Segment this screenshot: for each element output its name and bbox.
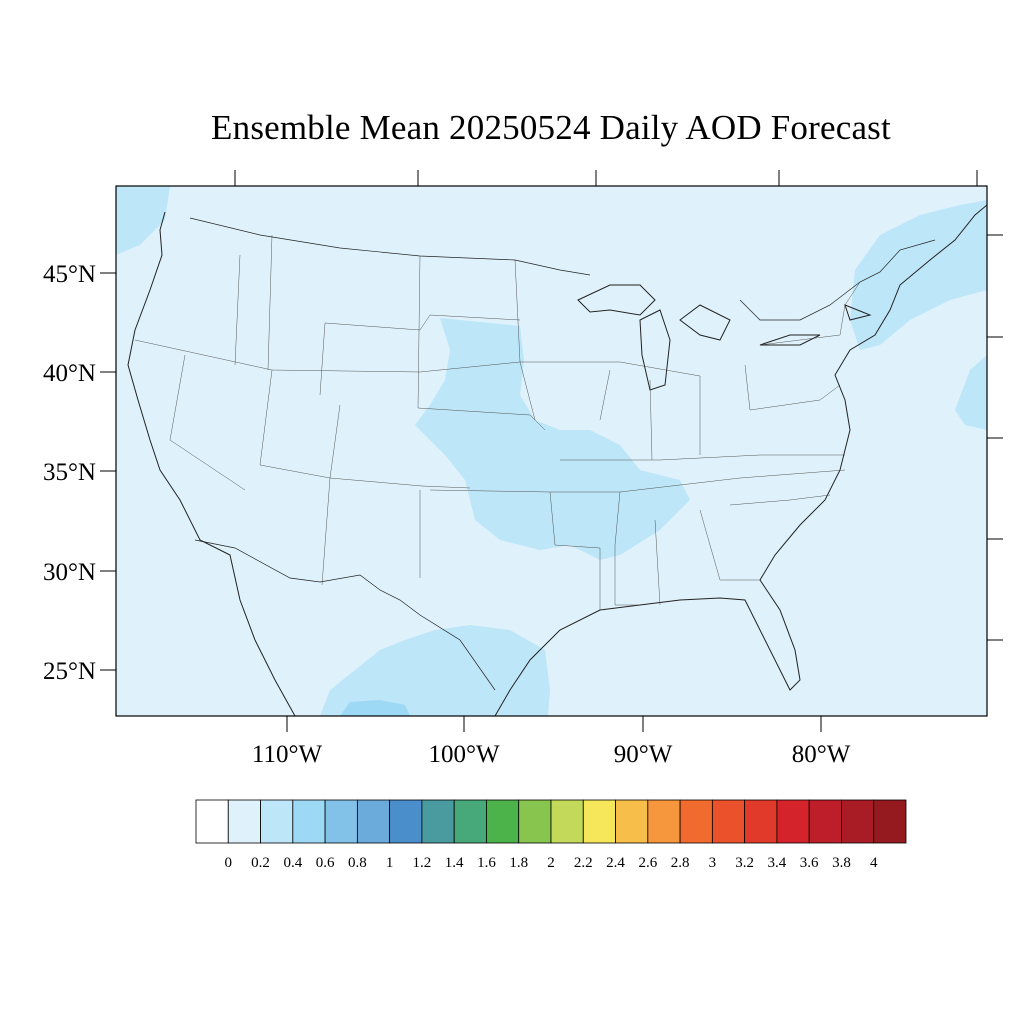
colorbar-swatch	[776, 799, 810, 844]
colorbar-swatch	[679, 799, 713, 844]
colorbar-swatch	[292, 799, 326, 844]
colorbar-label: 2	[547, 855, 555, 871]
colorbar-label: 0.4	[283, 855, 302, 871]
colorbar-swatch	[550, 799, 584, 844]
colorbar-swatch	[195, 799, 229, 844]
map-title: Ensemble Mean 20250524 Daily AOD Forecas…	[211, 108, 891, 147]
aod-region-northeast	[850, 200, 987, 350]
colorbar-label: 0	[225, 855, 233, 871]
colorbar-label: 1.6	[477, 855, 496, 871]
colorbar-label: 0.2	[251, 855, 270, 871]
colorbar-label: 4	[870, 855, 878, 871]
colorbar-label: 2.6	[638, 855, 657, 871]
lat-label: 45°N	[43, 261, 96, 288]
colorbar-swatch	[356, 799, 391, 844]
lat-label: 40°N	[43, 360, 96, 387]
colorbar-swatch	[744, 799, 778, 844]
colorbar-label: 3.6	[800, 855, 819, 871]
aod-region-southwest	[320, 625, 550, 716]
colorbar-swatch	[518, 799, 552, 844]
colorbar-label: 3	[709, 855, 717, 871]
lon-label: 80°W	[792, 741, 851, 768]
colorbar-swatch	[711, 799, 746, 844]
colorbar: 0 0.2 0.4 0.6 0.8 1 1.2 1.4 1.6 1.8 2 2.2 2.4 2.6 2.8 3…	[195, 799, 907, 871]
colorbar-swatch	[615, 799, 649, 844]
colorbar-swatch	[647, 799, 681, 844]
colorbar-label: 0.8	[348, 855, 367, 871]
colorbar-label: 3.8	[832, 855, 851, 871]
colorbar-label: 1.8	[509, 855, 528, 871]
aod-region-plains	[415, 318, 690, 560]
lon-label: 90°W	[614, 741, 673, 768]
colorbar-swatch	[260, 799, 294, 844]
aod-field-layer	[116, 186, 987, 716]
mexico-us-border	[194, 539, 496, 691]
colorbar-swatch	[808, 799, 842, 844]
colorbar-swatch	[324, 799, 358, 844]
colorbar-label: 2.2	[574, 855, 593, 871]
colorbar-swatch	[389, 799, 423, 844]
colorbar-swatch	[873, 799, 907, 844]
lat-labels: 45°N 40°N 35°N 30°N 25°N	[43, 261, 96, 685]
colorbar-label: 1.4	[445, 855, 464, 871]
colorbar-label: 3.4	[768, 855, 787, 871]
map-frame	[115, 185, 988, 717]
colorbar-swatch	[227, 799, 261, 844]
lon-label: 110°W	[252, 741, 323, 768]
lon-label: 100°W	[428, 741, 499, 768]
state-lines	[134, 234, 861, 610]
boundaries-layer	[127, 204, 987, 716]
aod-region-peak	[340, 700, 410, 716]
lon-labels: 110°W 100°W 90°W 80°W	[252, 741, 851, 768]
colorbar-swatch	[841, 799, 875, 844]
aod-region-pacific-nw	[116, 186, 170, 255]
colorbar-label: 1	[386, 855, 394, 871]
aod-region-atlantic	[955, 355, 987, 430]
colorbar-label: 1.2	[413, 855, 432, 871]
colorbar-swatch	[421, 799, 455, 844]
colorbar-label: 2.4	[606, 855, 625, 871]
colorbar-label: 2.8	[671, 855, 690, 871]
colorbar-swatch	[453, 799, 487, 844]
great-lakes	[577, 284, 872, 391]
colorbar-label: 0.6	[316, 855, 335, 871]
colorbar-swatch	[486, 799, 520, 844]
lat-label: 25°N	[43, 658, 96, 685]
colorbar-label: 3.2	[735, 855, 754, 871]
ticks-layer	[100, 170, 1003, 732]
colorbar-swatch	[582, 799, 616, 844]
lat-label: 30°N	[43, 559, 96, 586]
lat-label: 35°N	[43, 459, 96, 486]
